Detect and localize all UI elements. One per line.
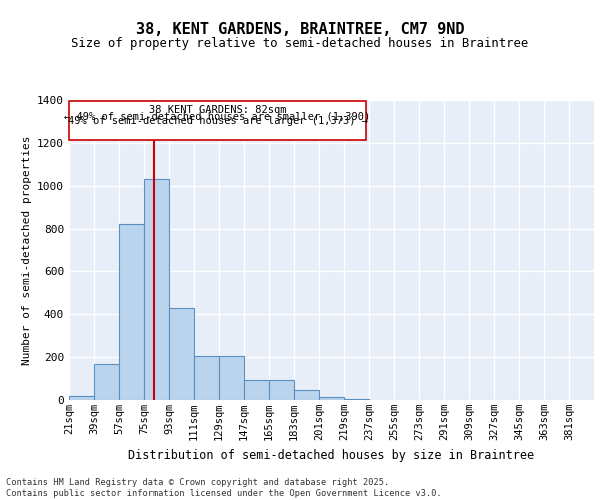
Bar <box>169 308 194 400</box>
Bar <box>269 380 294 400</box>
Bar <box>244 380 269 400</box>
Y-axis label: Number of semi-detached properties: Number of semi-detached properties <box>22 135 32 365</box>
FancyBboxPatch shape <box>69 101 366 140</box>
Text: 38, KENT GARDENS, BRAINTREE, CM7 9ND: 38, KENT GARDENS, BRAINTREE, CM7 9ND <box>136 22 464 38</box>
Bar <box>144 180 169 400</box>
Bar <box>319 397 344 400</box>
Bar <box>294 390 319 400</box>
Text: 49% of semi-detached houses are larger (1,373) →: 49% of semi-detached houses are larger (… <box>68 116 368 126</box>
Bar <box>194 356 219 400</box>
Bar <box>344 399 369 400</box>
Bar <box>69 396 94 400</box>
Text: ← 49% of semi-detached houses are smaller (1,390): ← 49% of semi-detached houses are smalle… <box>64 112 371 122</box>
Text: Contains HM Land Registry data © Crown copyright and database right 2025.
Contai: Contains HM Land Registry data © Crown c… <box>6 478 442 498</box>
Bar <box>94 364 119 400</box>
Bar <box>219 356 244 400</box>
Text: 38 KENT GARDENS: 82sqm: 38 KENT GARDENS: 82sqm <box>149 106 286 116</box>
Bar <box>119 224 144 400</box>
Text: Size of property relative to semi-detached houses in Braintree: Size of property relative to semi-detach… <box>71 38 529 51</box>
X-axis label: Distribution of semi-detached houses by size in Braintree: Distribution of semi-detached houses by … <box>128 448 535 462</box>
